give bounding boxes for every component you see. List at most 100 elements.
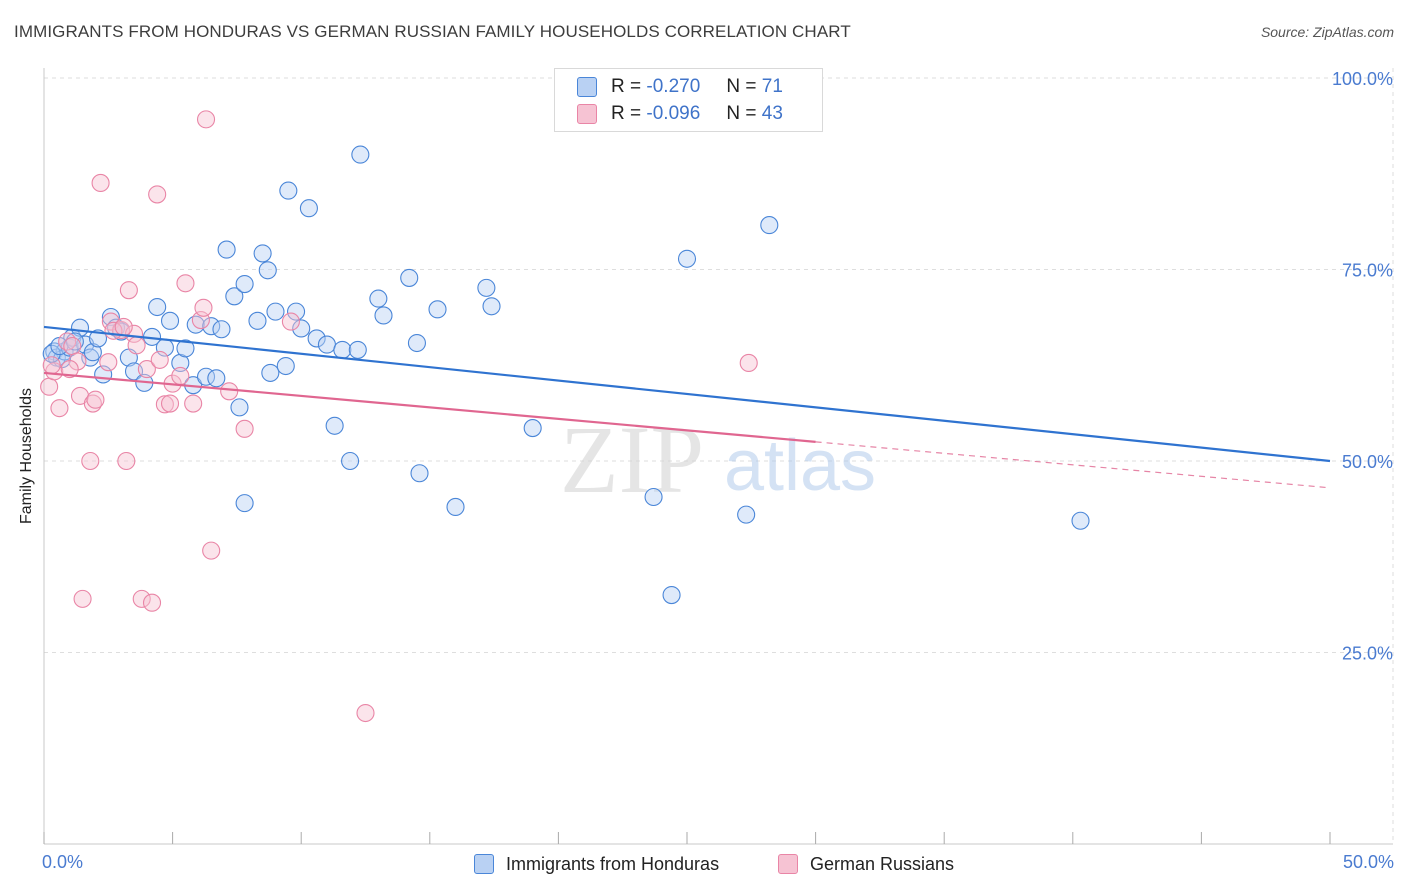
point-honduras xyxy=(207,369,226,388)
point-honduras xyxy=(266,302,285,321)
point-german-russians xyxy=(281,312,300,331)
legend-swatch-honduras xyxy=(577,77,597,97)
point-honduras xyxy=(212,320,231,339)
point-german-russians xyxy=(68,352,87,371)
chart-title: IMMIGRANTS FROM HONDURAS VS GERMAN RUSSI… xyxy=(14,22,851,41)
point-honduras xyxy=(662,585,681,605)
y-tick-label: 75.0% xyxy=(1342,261,1393,281)
point-german-russians xyxy=(739,353,758,373)
point-honduras xyxy=(737,505,756,524)
point-honduras xyxy=(410,464,429,483)
bottom-legend-german-russians[interactable]: German Russians xyxy=(778,852,954,876)
point-german-russians xyxy=(127,336,146,355)
legend-r-value: -0.096 xyxy=(646,103,701,124)
legend-r-label: R = xyxy=(611,103,642,124)
point-honduras xyxy=(333,340,352,359)
legend-swatch-german-russians xyxy=(577,104,597,124)
point-honduras xyxy=(276,356,295,376)
point-honduras xyxy=(279,181,298,200)
point-honduras xyxy=(225,287,244,306)
point-german-russians xyxy=(132,589,151,608)
point-german-russians xyxy=(160,394,180,413)
point-honduras xyxy=(482,297,501,316)
legend-row-honduras: R = -0.270 N = 71 xyxy=(577,75,783,99)
point-honduras xyxy=(292,319,311,338)
y-tick-label: 100.0% xyxy=(1332,69,1393,89)
point-honduras xyxy=(230,398,249,417)
y-tick-label: 50.0% xyxy=(1342,452,1393,472)
point-german-russians xyxy=(119,281,138,300)
legend-n-value: 71 xyxy=(761,76,783,97)
point-honduras xyxy=(400,268,419,287)
point-honduras xyxy=(428,300,447,319)
axes xyxy=(43,68,1393,845)
trend-line-1 xyxy=(43,371,816,443)
point-german-russians xyxy=(356,703,375,723)
legend-n-value: 43 xyxy=(761,103,783,124)
point-honduras xyxy=(217,240,236,259)
point-german-russians xyxy=(202,541,221,560)
legend-n-label: N = xyxy=(726,103,757,124)
point-honduras xyxy=(287,302,306,321)
y-tick-label: 25.0% xyxy=(1342,644,1393,664)
point-honduras xyxy=(299,199,318,218)
legend-row-german-russians: R = -0.096 N = 43 xyxy=(577,102,783,126)
point-german-russians xyxy=(171,366,190,386)
point-honduras xyxy=(171,353,190,373)
point-honduras xyxy=(202,317,221,336)
legend-n-label: N = xyxy=(726,76,757,97)
correlation-legend: R = -0.270 N = 71 R = -0.096 N = 43 xyxy=(554,68,823,132)
bottom-legend-honduras[interactable]: Immigrants from Honduras xyxy=(474,852,719,876)
data-points xyxy=(40,110,1090,723)
point-german-russians xyxy=(40,377,59,396)
trend-lines xyxy=(43,325,1331,489)
point-german-russians xyxy=(117,451,136,471)
point-honduras xyxy=(83,343,102,362)
point-german-russians xyxy=(155,395,174,414)
point-german-russians xyxy=(150,350,169,369)
point-german-russians xyxy=(86,390,105,409)
legend-r-value: -0.270 xyxy=(646,76,701,97)
point-honduras xyxy=(677,249,697,268)
point-honduras xyxy=(341,451,360,471)
point-honduras xyxy=(374,306,393,325)
point-german-russians xyxy=(114,317,133,337)
legend-r-label: R = xyxy=(611,76,642,97)
point-german-russians xyxy=(63,337,82,356)
point-honduras xyxy=(258,261,277,280)
point-honduras xyxy=(317,335,336,354)
point-german-russians xyxy=(124,324,144,343)
x-tick-label-min: 0.0% xyxy=(42,852,84,872)
point-honduras xyxy=(477,278,496,297)
point-german-russians xyxy=(91,173,110,192)
legend-label-german-russians: German Russians xyxy=(810,853,955,874)
point-german-russians xyxy=(196,110,216,129)
point-honduras xyxy=(351,145,370,164)
point-german-russians xyxy=(184,394,203,413)
point-german-russians xyxy=(99,353,118,372)
legend-swatch-honduras xyxy=(474,854,494,874)
point-german-russians xyxy=(235,419,254,438)
point-honduras xyxy=(307,329,326,348)
point-honduras xyxy=(160,311,180,330)
point-german-russians xyxy=(81,451,100,471)
point-honduras xyxy=(407,333,426,353)
point-honduras xyxy=(325,416,344,435)
legend-swatch-german-russians xyxy=(778,854,798,874)
source-credit: Source: ZipAtlas.com xyxy=(1260,24,1394,40)
point-honduras xyxy=(523,419,542,438)
point-honduras xyxy=(148,297,167,317)
point-honduras xyxy=(88,329,108,348)
grid-lines xyxy=(44,68,1394,844)
point-german-russians xyxy=(73,589,92,608)
point-honduras xyxy=(176,339,195,358)
point-german-russians xyxy=(176,274,195,293)
point-honduras xyxy=(253,244,272,263)
point-honduras xyxy=(101,307,120,327)
point-honduras xyxy=(261,363,280,382)
trend-line-0 xyxy=(43,325,1331,463)
legend-label-honduras: Immigrants from Honduras xyxy=(506,853,720,874)
watermark-atlas: atlas xyxy=(724,426,876,506)
point-honduras xyxy=(369,289,388,308)
